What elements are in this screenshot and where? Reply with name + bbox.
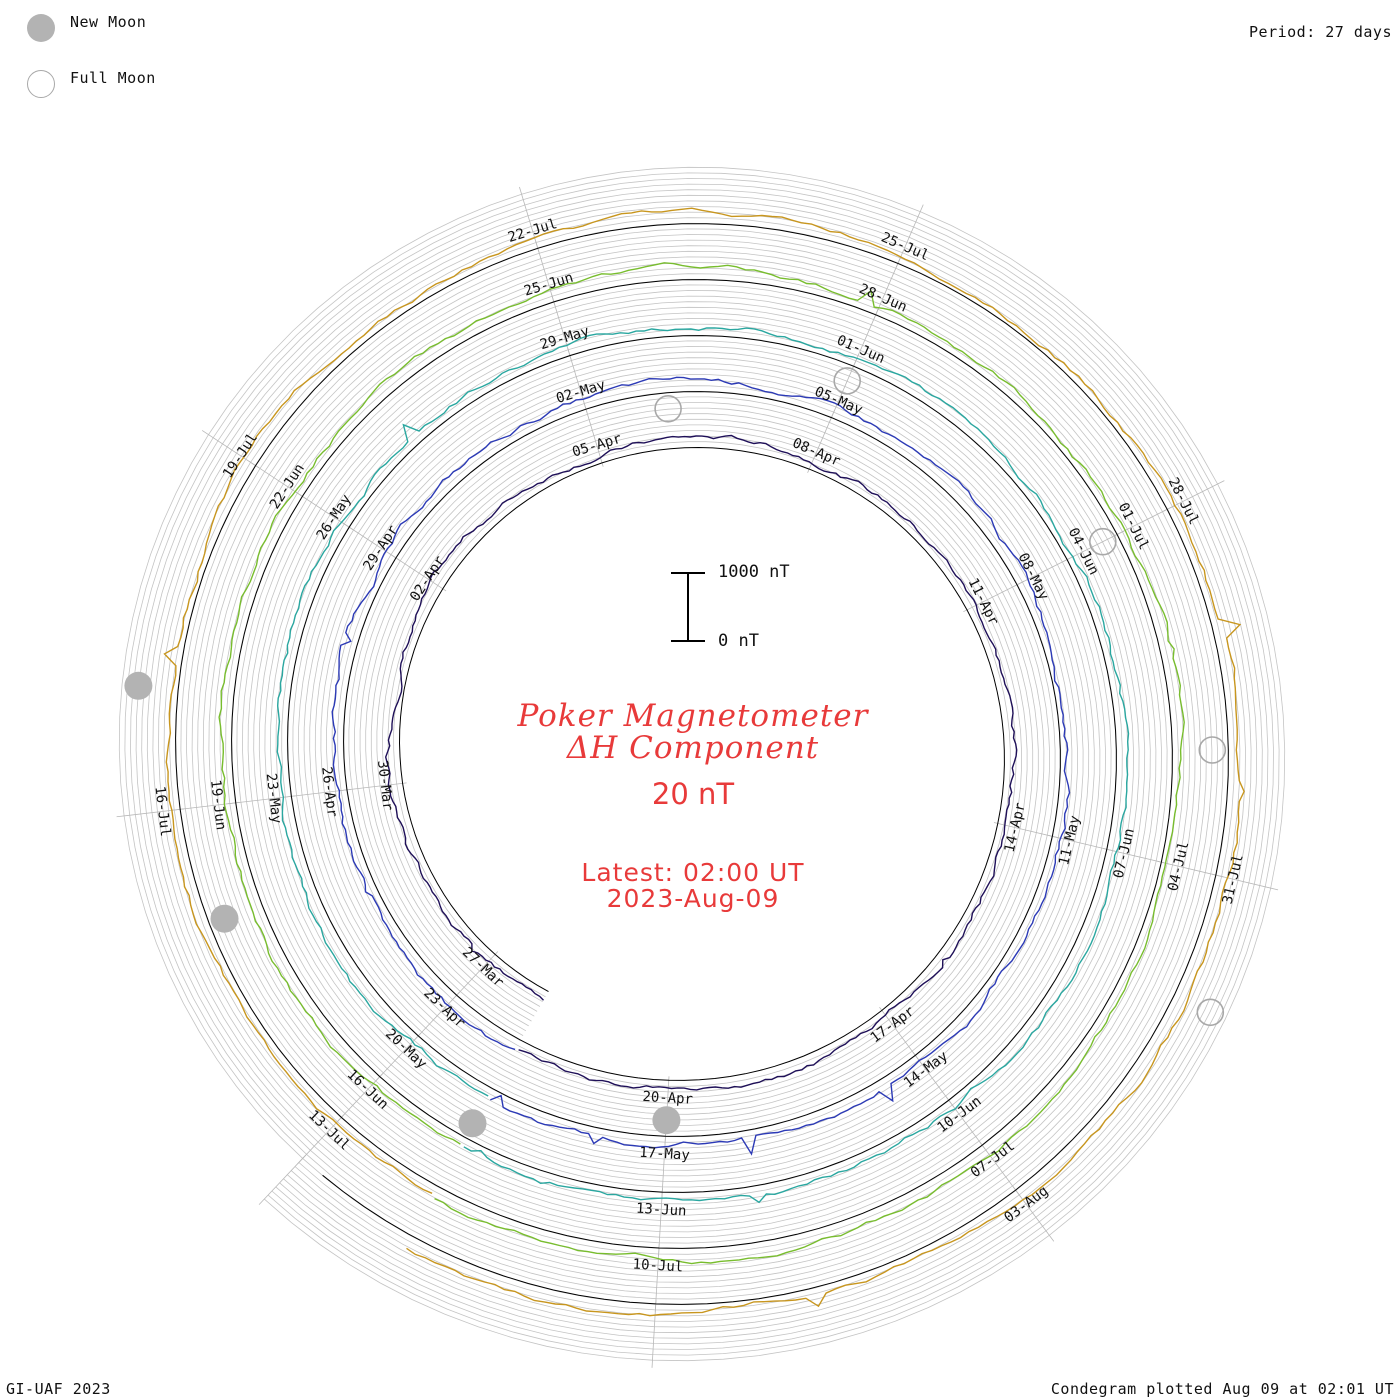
tick-label: 11-Apr — [965, 576, 1002, 628]
chart-subtitle: ΔH Component — [566, 730, 820, 766]
tick-label: 16-Jul — [151, 785, 173, 837]
new-moon-legend-label: New Moon — [70, 13, 147, 31]
credit-label: GI-UAF 2023 — [6, 1380, 111, 1398]
latest-date: 2023-Aug-09 — [606, 884, 780, 913]
tick-label: 19-Jun — [207, 779, 229, 831]
full-moon-legend-label: Full Moon — [70, 69, 156, 87]
full-moon-marker — [1198, 736, 1227, 764]
tick-label: 23-May — [263, 772, 285, 824]
baseline-line — [175, 223, 1229, 1305]
full-moon-marker — [1196, 998, 1225, 1027]
grid-ring — [130, 178, 1274, 1350]
new-moon-marker — [210, 904, 239, 933]
tick-label: 13-Jun — [635, 1201, 686, 1220]
full-moon-marker — [833, 367, 862, 395]
full-moon-legend-icon — [27, 70, 55, 98]
moon-markers — [124, 367, 1227, 1138]
grid-spoke — [116, 808, 185, 818]
grid-spoke — [1012, 1186, 1055, 1242]
grid-ring — [124, 172, 1280, 1356]
tick-label: 01-Jul — [1115, 500, 1152, 552]
scale-bar-bottom-label: 0 nT — [718, 631, 759, 651]
trace-rotation-2 — [331, 376, 1071, 1156]
baseline-spiral — [175, 223, 1229, 1305]
tick-label: 20-Apr — [642, 1089, 693, 1108]
trace-series — [163, 207, 1245, 1317]
tick-label: 17-May — [639, 1145, 690, 1164]
grid-spoke — [258, 1154, 307, 1205]
grid-ring — [152, 200, 1252, 1328]
tick-label: 26-Apr — [318, 766, 340, 818]
grid-spoke — [519, 186, 540, 253]
latest-time: Latest: 02:00 UT — [581, 858, 805, 887]
trace-rotation-3 — [276, 327, 1130, 1204]
period-label: Period: 27 days — [1249, 23, 1392, 41]
full-moon-marker — [654, 394, 682, 423]
new-moon-legend-icon — [27, 14, 55, 42]
grid-ring — [158, 206, 1246, 1322]
grid-spoke — [201, 430, 260, 469]
tick-label: 10-Jul — [632, 1257, 683, 1276]
trace-rotation-1 — [384, 434, 1018, 1091]
tick-label: 04-Jun — [1065, 525, 1102, 577]
scale-bar-top-label: 1000 nT — [718, 562, 790, 582]
grid-spoke — [1211, 873, 1279, 891]
new-moon-marker — [652, 1106, 681, 1135]
full-moon-marker — [1089, 527, 1117, 556]
tick-label: 08-May — [1015, 551, 1052, 603]
new-moon-marker — [124, 671, 153, 700]
tick-label: 30-Mar — [374, 759, 396, 811]
plotted-timestamp: Condegram plotted Aug 09 at 02:01 UT — [1050, 1380, 1394, 1398]
grid-ring — [141, 189, 1263, 1339]
grid-spoke — [651, 1299, 657, 1368]
trace-rotation-5 — [163, 207, 1245, 1317]
new-moon-marker — [458, 1109, 487, 1138]
grid-ring — [135, 183, 1269, 1345]
scale-bar — [671, 572, 705, 642]
trace-rotation-4 — [218, 262, 1185, 1265]
grid-ring — [146, 194, 1258, 1334]
grid-spoke — [1163, 480, 1225, 512]
chart-title: Poker Magnetometer — [517, 698, 869, 734]
radial-grid — [116, 166, 1286, 1368]
ring-scale-value: 20 nT — [651, 777, 735, 811]
grid-ring — [169, 217, 1235, 1311]
